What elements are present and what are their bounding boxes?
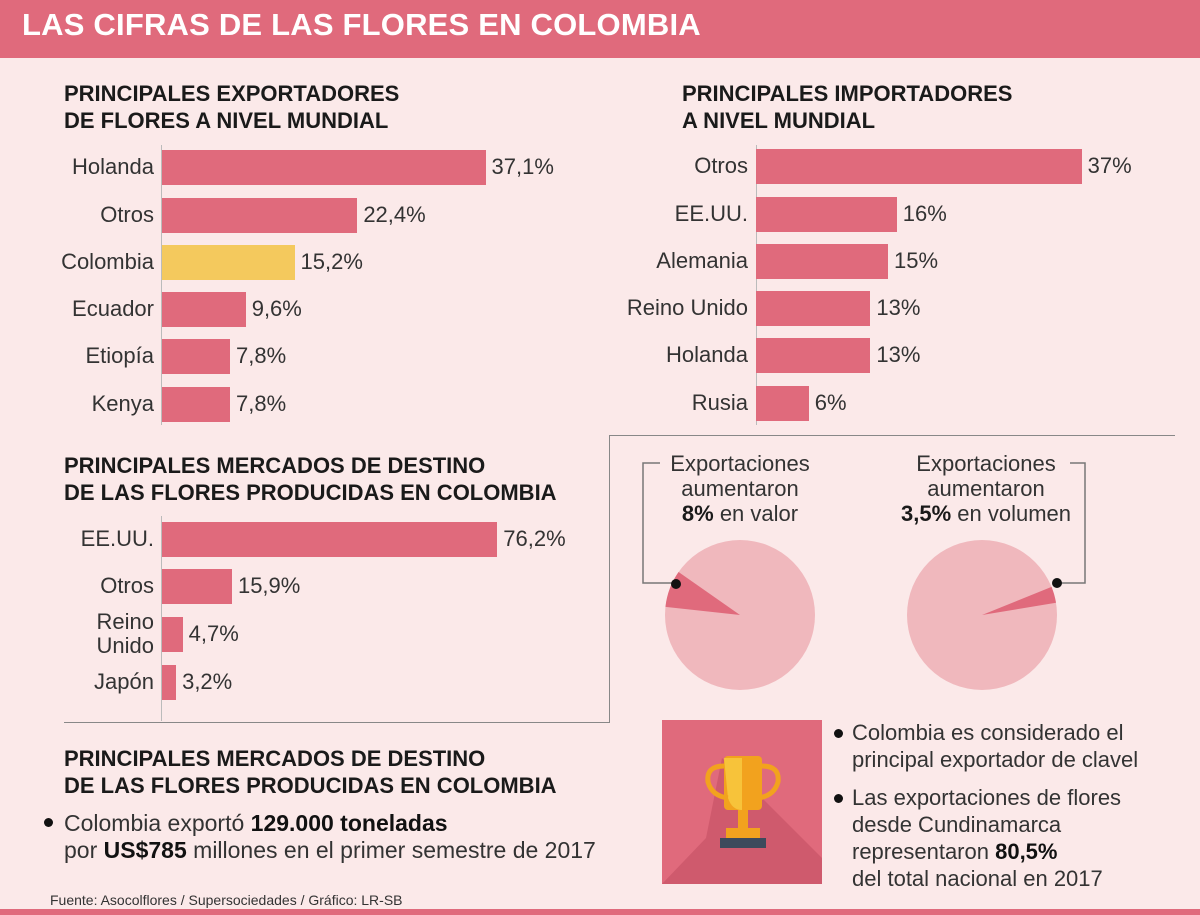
note1-dot [834,729,843,738]
note2-dot [834,794,843,803]
exporters-bar-0 [162,150,486,185]
bottom-rule [0,909,1200,915]
importers-label-5: Rusia [691,390,748,415]
pie-value [665,540,815,690]
divider-vertical [609,435,610,723]
importers-label-0: Otros [694,153,748,178]
exporters-value-5: 7,8% [236,391,287,416]
note2-text: Las exportaciones de flores desde Cundin… [852,785,1122,891]
destinations-value-1: 15,9% [237,573,301,598]
note1-text: Colombia es considerado el principal exp… [852,720,1139,772]
exporters-bar-1 [162,198,358,233]
importers-value-5: 6% [814,390,847,415]
importers-label-3: Reino Unido [626,295,748,320]
title-banner: LAS CIFRAS DE LAS FLORES EN COLOMBIA [0,0,1200,58]
pie-marker-dot-0 [671,579,681,589]
exporters-label-3: Ecuador [72,296,154,321]
destinations-bar-3 [162,665,177,700]
destinations-label-1: Otros [100,573,154,598]
pie-volume-leader [1057,462,1086,584]
importers-bar-0 [756,149,1082,184]
section4-title: PRINCIPALES MERCADOS DE DESTINO DE LAS F… [64,746,557,798]
destinations-value-2: 4,7% [188,621,239,646]
importers-label-4: Holanda [666,342,748,367]
destinations-bar-2 [162,617,183,652]
exporters-value-0: 37,1% [491,154,554,179]
exporters-value-3: 9,6% [251,296,302,321]
destinations-label-0: EE.UU. [80,526,154,551]
importers-axis [756,145,757,425]
exporters-bar-5 [162,387,231,422]
divider-horizontal-left [64,722,610,723]
importers-value-4: 13% [876,342,921,367]
pie-volume-caption-line3: 3,5% en volumen [900,501,1071,526]
exporters-bar-4 [162,339,231,374]
destinations-bar-1 [162,569,232,604]
exporters-value-1: 22,4% [363,202,426,227]
importers-bar-3 [756,291,871,326]
trophy-box [662,720,822,884]
destinations-title: PRINCIPALES MERCADOS DE DESTINO DE LAS F… [64,453,557,505]
destinations-label-3: Japón [94,669,154,694]
page-title: LAS CIFRAS DE LAS FLORES EN COLOMBIA [22,7,701,42]
exporters-label-5: Kenya [91,391,154,416]
pie-value-caption-line1: Exportaciones [670,451,810,476]
importers-title: PRINCIPALES IMPORTADORES A NIVEL MUNDIAL [682,81,1013,133]
section4-bullet-dot [44,818,53,827]
footer-source: Fuente: Asocolflores / Supersociedades /… [50,892,403,908]
exporters-label-1: Otros [100,202,154,227]
pie-value-caption-line2: aumentaron [681,476,799,501]
importers-bar-2 [756,244,888,279]
destinations-value-0: 76,2% [503,526,566,551]
exporters-bar-3 [162,292,246,327]
section4-bullet-text: Colombia exportó 129.000 toneladas por U… [64,810,596,863]
importers-bar-4 [756,338,871,373]
importers-value-1: 16% [902,201,947,226]
importers-label-1: EE.UU. [674,201,748,226]
exporters-title: PRINCIPALES EXPORTADORES DE FLORES A NIV… [64,81,400,133]
destinations-axis [161,516,162,721]
pie-volume-caption: Exportaciones aumentaron 3,5% en volumen [876,451,1096,526]
pies-svg [642,462,1086,690]
pie-marker-dot-1 [1052,578,1062,588]
exporters-value-2: 15,2% [300,249,363,274]
importers-value-3: 13% [876,295,921,320]
destinations-bar-0 [162,522,498,557]
pie-volume [907,540,1062,690]
divider-horizontal-right [609,435,1175,436]
importers-value-2: 15% [894,248,939,273]
importers-value-0: 37% [1087,153,1132,178]
pie-value-caption: Exportaciones aumentaron 8% en valor [630,451,850,526]
destinations-value-3: 3,2% [182,669,233,694]
exporters-value-4: 7,8% [236,343,287,368]
pie-value-leader [642,462,676,584]
exporters-label-2: Colombia [61,249,154,274]
pie-volume-caption-line2: aumentaron [927,476,1045,501]
pie-slice-4 [982,586,1056,615]
pie-slice-3 [665,571,740,615]
pie-value-caption-line3: 8% en valor [681,501,799,526]
exporters-axis [161,145,162,425]
importers-bar-1 [756,197,897,232]
destinations-label-2: Reino Unido [96,609,154,658]
importers-bar-5 [756,386,809,421]
exporters-label-4: Etiopía [85,343,155,368]
importers-label-2: Alemania [656,248,748,273]
trophy-icon [662,756,822,884]
pie-volume-caption-line1: Exportaciones [916,451,1056,476]
exporters-bar-2 [162,245,295,280]
exporters-label-0: Holanda [72,154,154,179]
